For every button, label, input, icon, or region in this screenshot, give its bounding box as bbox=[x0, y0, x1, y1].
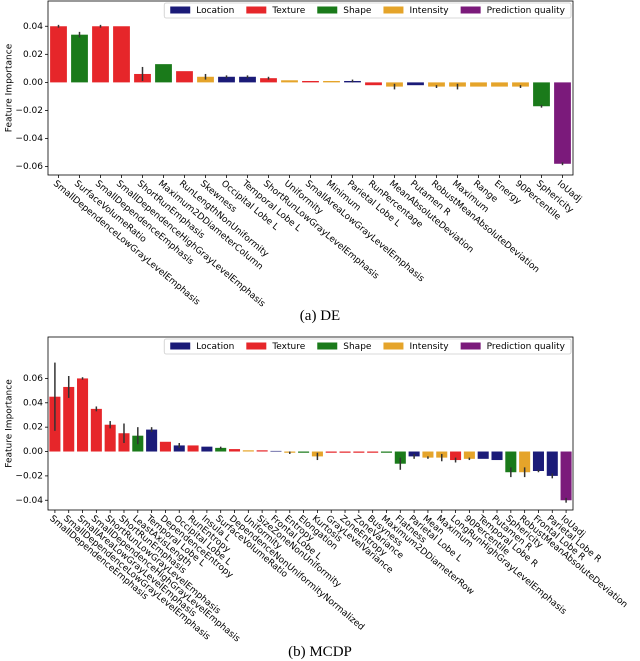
y-tick-label: −0.06 bbox=[15, 162, 43, 172]
legend-label: Texture bbox=[271, 6, 305, 16]
bar bbox=[422, 451, 434, 458]
bar bbox=[159, 441, 171, 452]
bar bbox=[215, 447, 227, 452]
bar bbox=[470, 82, 487, 87]
y-tick-label: −0.04 bbox=[15, 134, 43, 144]
bar bbox=[560, 451, 572, 501]
bar bbox=[532, 451, 544, 472]
legend-label: Shape bbox=[343, 342, 372, 352]
y-tick-label: 0.00 bbox=[23, 447, 43, 457]
bar bbox=[281, 80, 298, 83]
bar bbox=[173, 445, 185, 452]
y-axis-label: Feature Importance bbox=[5, 43, 15, 132]
y-tick-label: −0.04 bbox=[15, 496, 43, 506]
bar bbox=[270, 450, 282, 452]
bar bbox=[325, 451, 337, 453]
bar bbox=[298, 451, 310, 453]
legend-label: Shape bbox=[343, 6, 372, 16]
bar bbox=[113, 26, 130, 83]
bar bbox=[77, 378, 89, 452]
caption: (b) MCDP bbox=[288, 644, 352, 660]
legend-swatch bbox=[170, 6, 191, 14]
legend-swatch bbox=[246, 342, 267, 350]
bar bbox=[367, 451, 379, 453]
bar bbox=[218, 76, 235, 83]
bar bbox=[302, 80, 319, 83]
legend-swatch bbox=[246, 6, 267, 14]
bar bbox=[491, 451, 503, 461]
bar bbox=[380, 451, 393, 453]
legend-swatch bbox=[170, 342, 191, 350]
legend: Location Texture Shape Intensity Prediction … bbox=[163, 338, 572, 355]
caption: (a) DE bbox=[300, 308, 340, 324]
legend-swatch bbox=[460, 342, 481, 350]
bar bbox=[463, 451, 475, 459]
legend-label: Location bbox=[196, 6, 234, 16]
legend-label: Intensity bbox=[409, 342, 449, 352]
bar bbox=[477, 451, 489, 459]
bar bbox=[63, 386, 75, 452]
legend-label: Prediction quality bbox=[487, 6, 566, 16]
y-axis-label: Feature Importance bbox=[5, 379, 15, 468]
bar bbox=[323, 80, 340, 83]
bar bbox=[239, 76, 256, 83]
legend-swatch bbox=[383, 6, 404, 14]
legend-swatch bbox=[460, 6, 481, 14]
bar bbox=[92, 26, 109, 83]
legend-swatch bbox=[317, 6, 338, 14]
bar bbox=[491, 82, 508, 87]
legend-label: Prediction quality bbox=[487, 342, 566, 352]
bar bbox=[242, 450, 254, 452]
bar bbox=[256, 450, 268, 452]
bar bbox=[407, 82, 424, 86]
bar bbox=[365, 82, 382, 86]
bar bbox=[546, 451, 558, 476]
bar bbox=[201, 446, 213, 452]
plot-frame bbox=[47, 336, 574, 511]
bar bbox=[533, 82, 550, 107]
bar bbox=[519, 451, 531, 473]
legend-label: Location bbox=[196, 342, 234, 352]
bar bbox=[512, 82, 529, 87]
legend-swatch bbox=[317, 342, 338, 350]
y-tick-label: 0.04 bbox=[23, 398, 43, 408]
y-tick-label: 0.02 bbox=[23, 50, 43, 60]
bar bbox=[505, 451, 517, 473]
y-tick-label: 0.06 bbox=[23, 374, 43, 384]
legend-swatch bbox=[383, 342, 404, 350]
y-tick-label: 0.04 bbox=[23, 22, 43, 32]
bar bbox=[260, 78, 277, 83]
y-tick-label: 0.00 bbox=[23, 78, 43, 88]
bar bbox=[339, 451, 351, 453]
bar bbox=[353, 451, 365, 453]
bar bbox=[146, 429, 158, 452]
bar bbox=[228, 449, 241, 452]
y-tick-label: −0.02 bbox=[15, 471, 43, 481]
y-tick-label: −0.02 bbox=[15, 106, 43, 116]
bar bbox=[176, 71, 193, 83]
plot-frame bbox=[47, 0, 574, 176]
bar bbox=[104, 424, 116, 452]
legend: Location Texture Shape Intensity Prediction … bbox=[163, 2, 572, 19]
legend-label: Intensity bbox=[409, 6, 449, 16]
bar bbox=[90, 408, 102, 452]
bar bbox=[155, 64, 172, 83]
bar bbox=[50, 26, 67, 83]
bar bbox=[428, 82, 445, 87]
bar bbox=[187, 445, 199, 452]
bar bbox=[450, 451, 462, 461]
bar bbox=[554, 82, 571, 164]
y-tick-label: 0.02 bbox=[23, 423, 43, 433]
legend-label: Texture bbox=[271, 342, 305, 352]
bar bbox=[71, 34, 88, 83]
